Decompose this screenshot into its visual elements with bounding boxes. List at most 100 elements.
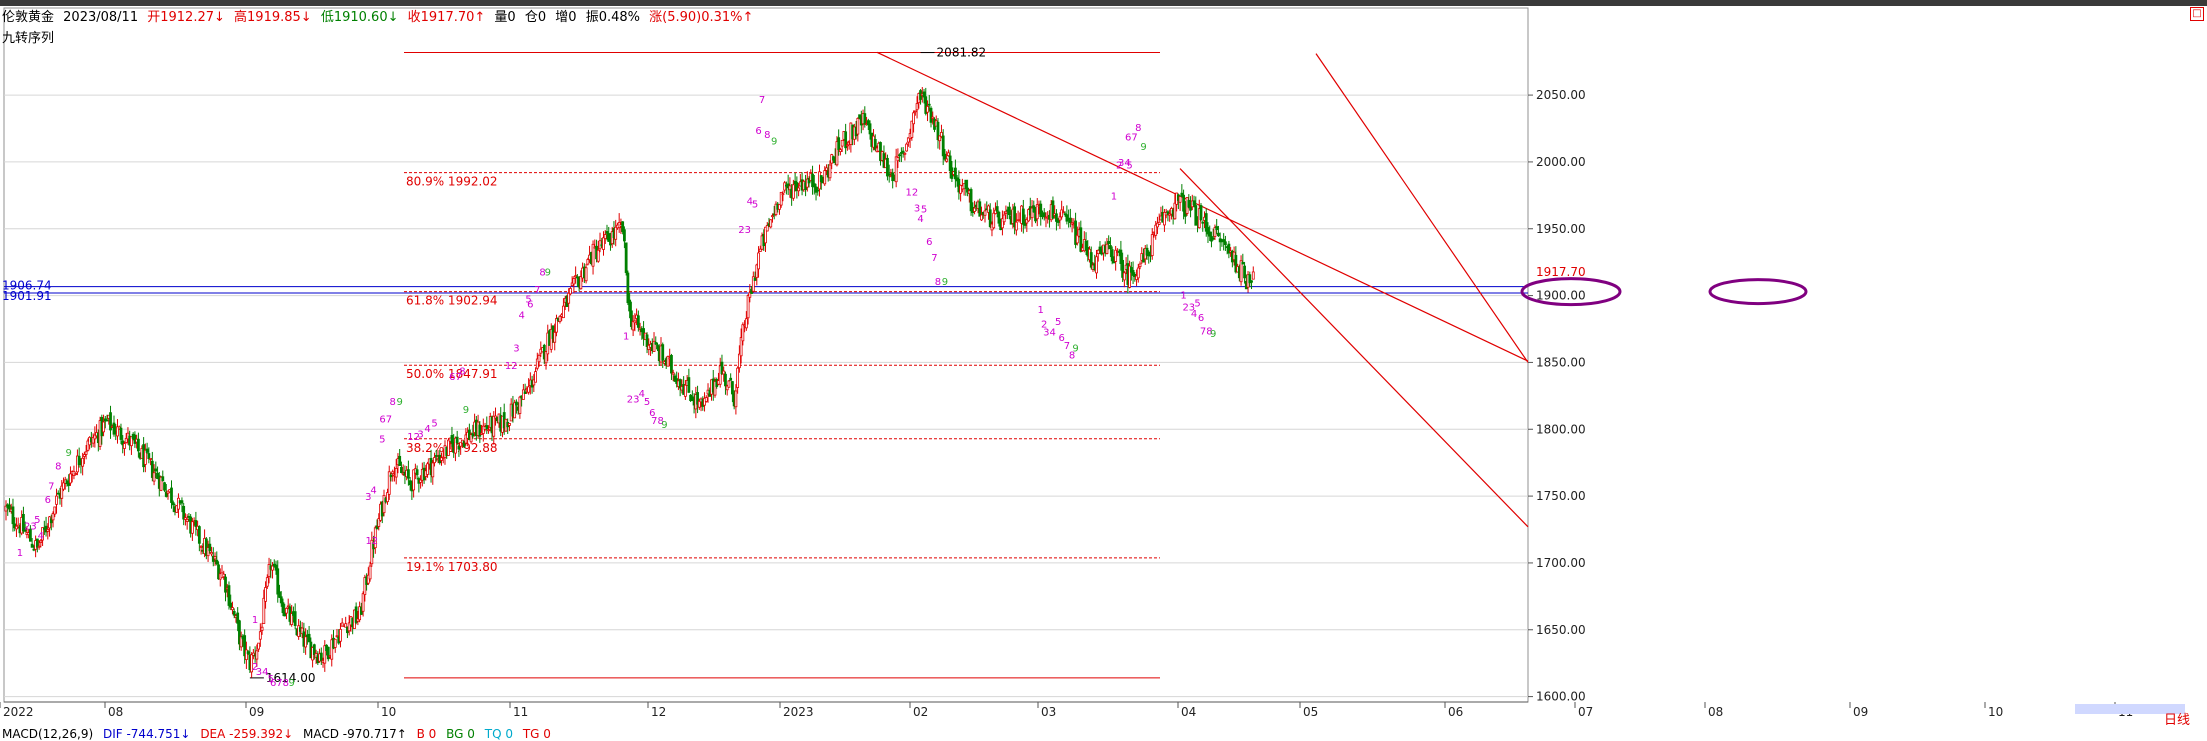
candle-body [1145,247,1149,256]
candle-body [1211,237,1215,240]
candle-body [244,649,248,661]
td-sequence-label: 1 [623,332,629,343]
candle-body [1154,224,1158,236]
x-tick-label: 02 [913,705,928,719]
plot-frame [3,7,1529,703]
candle-body [873,138,877,150]
indicator-title: 九转序列 [2,31,55,46]
candle-body [983,210,987,216]
candle-body [382,495,386,514]
td-sequence-label: 4 [1191,309,1197,320]
candle-body [283,612,287,617]
x-tick-label: 08 [108,705,123,719]
candle-body [323,645,327,664]
td-sequence-label: 12 [505,361,518,372]
candle-body [704,397,708,402]
candle-body [91,436,95,444]
price-grid [3,7,1529,703]
candle-body [434,455,438,457]
candle-body [945,158,949,162]
td-sequence-label: 6 [1198,313,1204,324]
fib-level-label: 38.2% 1792.88 [406,441,498,455]
period-label[interactable]: 日线 [2164,713,2191,728]
macd-name: MACD(12,26,9) [2,727,94,741]
candle-body [82,454,86,457]
candle-body [997,211,1001,224]
candle-body [828,164,832,179]
candle-body [757,252,760,270]
candle-body [535,358,539,369]
candle-body [119,427,123,440]
td-sequence-label: 34 [1118,158,1131,169]
candle-body [927,103,931,106]
candle-body [929,107,933,123]
candle-body [93,434,97,440]
candle-body [8,504,11,510]
candle-body [81,457,85,467]
candle-body [487,429,490,432]
td-sequence-label: 9 [289,678,295,689]
candle-body [163,482,166,491]
corner-square-icon[interactable]: □ [2190,7,2204,21]
candle-body [938,135,942,142]
candle-body [152,472,156,482]
candle-body [1079,227,1083,252]
candle-body [567,292,571,304]
candle-body [1204,213,1208,232]
candle-body [645,334,649,347]
candle-body [1136,267,1140,279]
td-sequence-label: 8 [935,277,941,288]
candle-body [1051,200,1055,219]
highlight-ellipse [1708,278,1808,306]
highlight-ellipse [1520,277,1622,307]
candle-body [901,150,905,153]
td-sequence-label: 4 [370,485,376,496]
scroll-thumb [2075,704,2185,714]
candle-body [835,141,839,166]
candle-body [1110,249,1114,262]
candle-body [816,189,820,192]
candle-body [35,538,39,548]
candle-body [255,650,259,660]
candle-body [184,517,187,520]
candle-body [741,324,745,342]
candle-body [1150,234,1154,256]
y-tick-label: 1700.00 [1536,556,1586,570]
candle-body [913,110,917,113]
td-sequence-label: 23 [738,225,751,236]
candle-body [725,385,729,391]
candle-body [1250,280,1253,283]
y-tick-label: 2050.00 [1536,88,1586,102]
candle-body [210,552,213,555]
candle-body [744,318,748,329]
candle-body [537,354,541,363]
candle-body [180,500,184,504]
macd-b: B 0 [416,727,437,741]
candle-body [1089,252,1093,268]
candle-body [154,468,158,472]
candle-body [398,455,402,466]
candle-body [143,449,147,465]
candle-body [922,91,926,98]
x-tick-label: 09 [1853,705,1868,719]
candle-body [1138,263,1142,268]
candle-body [943,153,947,160]
candle-body [415,469,419,476]
candle-body [271,565,274,571]
candle-body [450,435,454,444]
candle-body [737,353,741,369]
candle-body [1227,243,1231,254]
candle-body [678,379,682,389]
candle-body [995,206,999,212]
candle-body [746,295,750,319]
candle-body [739,337,743,357]
x-tick-label: 11 [513,705,528,719]
candle-body [764,226,767,244]
candle-body [109,412,112,431]
high-annotation: 2081.82 [937,46,987,60]
candle-body [778,204,781,210]
td-sequence-label: 34 [256,667,269,678]
td-sequence-label: 34 [1043,328,1056,339]
candle-body [825,167,828,171]
